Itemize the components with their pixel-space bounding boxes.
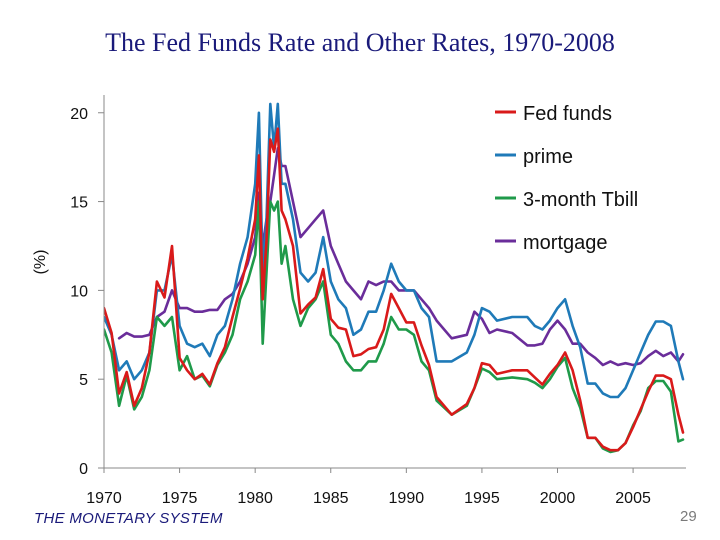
x-tick-label-1985: 1985 [313, 490, 349, 507]
y-axis-label: (%) [32, 250, 49, 275]
x-tick-labels: 1970 1975 1980 1985 1990 1995 2000 2005 [86, 468, 651, 507]
y-tick-marks [98, 112, 104, 469]
series-line-prime [104, 102, 685, 399]
legend-label-fed-funds: Fed funds [523, 103, 612, 125]
x-tick-label-1975: 1975 [162, 490, 198, 507]
series-line-mortgage [117, 147, 685, 367]
series-line-fed-funds [104, 127, 685, 452]
y-tick-label-0: 0 [79, 461, 88, 478]
x-tick-label-2005: 2005 [615, 490, 651, 507]
chart-legend: Fed funds prime 3-month Tbill mortgage [478, 92, 680, 264]
slide-title: The Fed Funds Rate and Other Rates, 1970… [105, 28, 615, 57]
y-tick-labels: 0 5 10 15 20 [70, 106, 88, 478]
y-tick-label-5: 5 [79, 372, 88, 389]
y-tick-label-20: 20 [70, 106, 88, 123]
x-tick-label-1995: 1995 [464, 490, 500, 507]
footer-text: THE MONETARY SYSTEM [34, 510, 223, 527]
x-tick-label-1980: 1980 [237, 490, 273, 507]
legend-background [478, 92, 680, 264]
legend-label-mortgage: mortgage [523, 232, 608, 254]
x-tick-label-1970: 1970 [86, 490, 122, 507]
y-tick-label-10: 10 [70, 283, 88, 300]
legend-label-tbill: 3-month Tbill [523, 189, 638, 211]
page-number: 29 [680, 508, 697, 525]
x-tick-label-2000: 2000 [540, 490, 576, 507]
x-tick-label-1990: 1990 [389, 490, 425, 507]
y-tick-label-15: 15 [70, 195, 88, 212]
legend-label-prime: prime [523, 146, 573, 168]
series-lines [104, 102, 685, 454]
